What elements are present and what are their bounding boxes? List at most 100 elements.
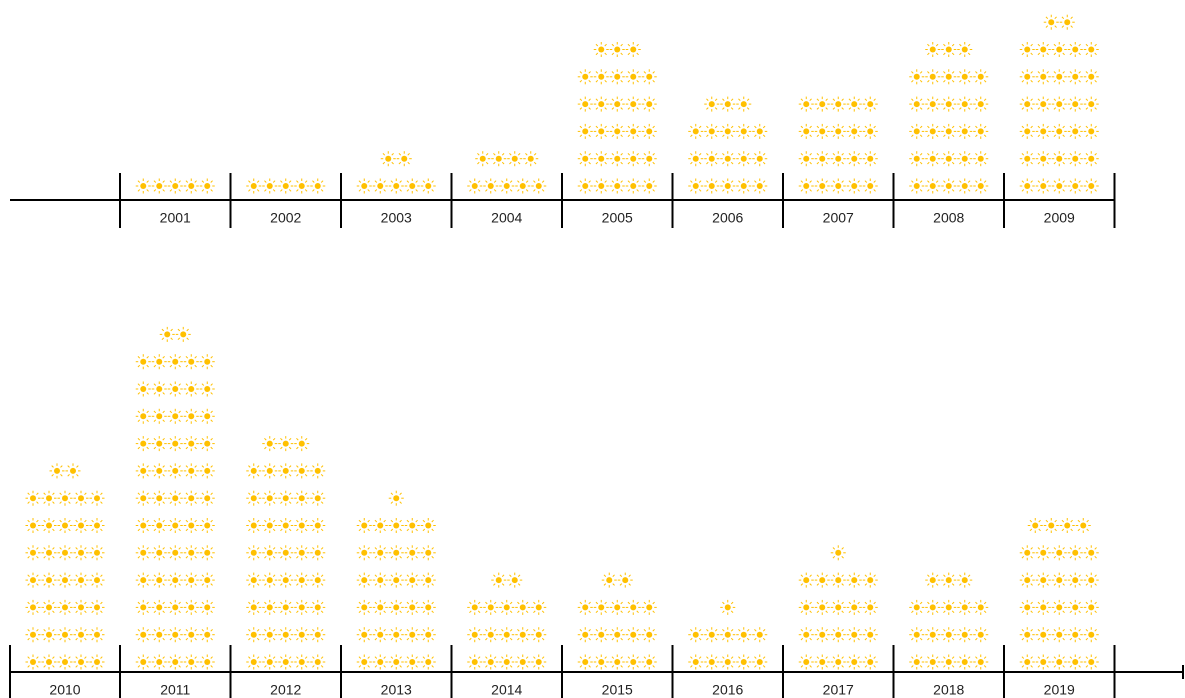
sun-icon [41, 626, 57, 643]
sun-icon [577, 96, 594, 113]
sun-icon [530, 654, 547, 670]
sun-icon [798, 599, 815, 616]
sun-icon [719, 123, 736, 140]
sun-icon [388, 490, 405, 507]
sun-icon [862, 96, 879, 113]
sun-icon [277, 178, 294, 194]
sun-icon [735, 178, 752, 194]
sun-icon [167, 381, 184, 397]
pictogram-stack [687, 96, 768, 194]
sun-icon [420, 178, 437, 194]
sun-icon [972, 96, 989, 113]
sun-icon [625, 654, 642, 670]
sun-icon [199, 599, 216, 616]
sun-icon [830, 626, 847, 643]
sun-icon [261, 599, 278, 616]
sun-icon [1083, 544, 1100, 561]
sun-icon [641, 96, 658, 113]
sun-icon [89, 544, 105, 561]
sun-icon [1019, 96, 1036, 113]
sun-icon [65, 462, 81, 479]
sun-icon [1035, 654, 1052, 670]
sun-icon [1019, 654, 1036, 670]
sun-icon [167, 626, 184, 643]
sun-icon [1051, 572, 1068, 589]
sun-icon [1083, 123, 1100, 140]
sun-icon [293, 517, 310, 534]
sun-icon [703, 654, 720, 670]
pictogram-stack [245, 178, 326, 194]
sun-icon [1083, 626, 1100, 643]
x-tick-label: 2019 [1044, 682, 1075, 698]
sun-icon [735, 96, 752, 113]
sun-icon [1035, 96, 1052, 113]
sun-icon [814, 572, 831, 589]
sun-icon [293, 599, 310, 616]
sun-icon [199, 353, 216, 370]
sun-icon [798, 178, 815, 194]
sun-icon [277, 517, 294, 534]
x-tick-label: 2015 [602, 682, 633, 698]
sun-icon [261, 626, 278, 643]
x-tick-label: 2013 [381, 682, 412, 698]
sun-icon [908, 96, 925, 113]
x-tick-label: 2018 [933, 682, 964, 698]
sun-icon [388, 544, 405, 561]
sun-icon [862, 572, 879, 589]
sun-icon [490, 572, 507, 589]
sun-icon [814, 178, 831, 194]
sun-icon [609, 626, 626, 643]
sun-icon [1059, 14, 1076, 31]
sun-icon [277, 572, 294, 589]
sun-icon [167, 462, 184, 479]
sun-icon [751, 654, 768, 670]
sun-icon [1019, 599, 1036, 616]
sun-icon [25, 572, 41, 589]
sun-icon [167, 490, 184, 507]
sun-icon [641, 123, 658, 140]
pictogram-stack [135, 178, 216, 194]
sun-icon [482, 654, 499, 670]
sun-icon [199, 381, 216, 397]
sun-icon [687, 178, 704, 194]
sun-icon [372, 178, 389, 194]
pictogram-stack [466, 150, 547, 194]
sun-icon [924, 572, 941, 589]
sun-icon [924, 123, 941, 140]
sun-icon [1067, 654, 1084, 670]
sun-icon [183, 626, 200, 643]
sun-icon [641, 68, 658, 85]
sun-icon [924, 178, 941, 194]
sun-icon [41, 544, 57, 561]
sun-icon [814, 626, 831, 643]
sun-icon [388, 517, 405, 534]
sun-icon [135, 353, 152, 370]
sun-icon [862, 599, 879, 616]
sun-icon [625, 123, 642, 140]
sun-icon [151, 544, 168, 561]
sun-icon [73, 626, 89, 643]
sun-icon [1019, 626, 1036, 643]
sun-icon [309, 517, 326, 534]
x-tick-label: 2006 [712, 210, 743, 226]
sun-icon [1035, 599, 1052, 616]
sun-icon [73, 544, 89, 561]
sun-icon [1067, 150, 1084, 167]
pictogram-stack [466, 572, 547, 670]
sun-icon [1083, 68, 1100, 85]
x-tick-label: 2007 [823, 210, 854, 226]
sun-icon [498, 599, 515, 616]
sun-icon [372, 572, 389, 589]
sun-icon [388, 572, 405, 589]
sun-icon [309, 490, 326, 507]
sun-icon [593, 123, 610, 140]
sun-icon [1035, 123, 1052, 140]
sun-icon [830, 654, 847, 670]
sun-icon [719, 599, 736, 616]
sun-icon [167, 599, 184, 616]
sun-icon [309, 654, 326, 670]
sun-icon [956, 572, 973, 589]
sun-icon [277, 599, 294, 616]
sun-icon [199, 572, 216, 589]
sun-icon [404, 599, 421, 616]
